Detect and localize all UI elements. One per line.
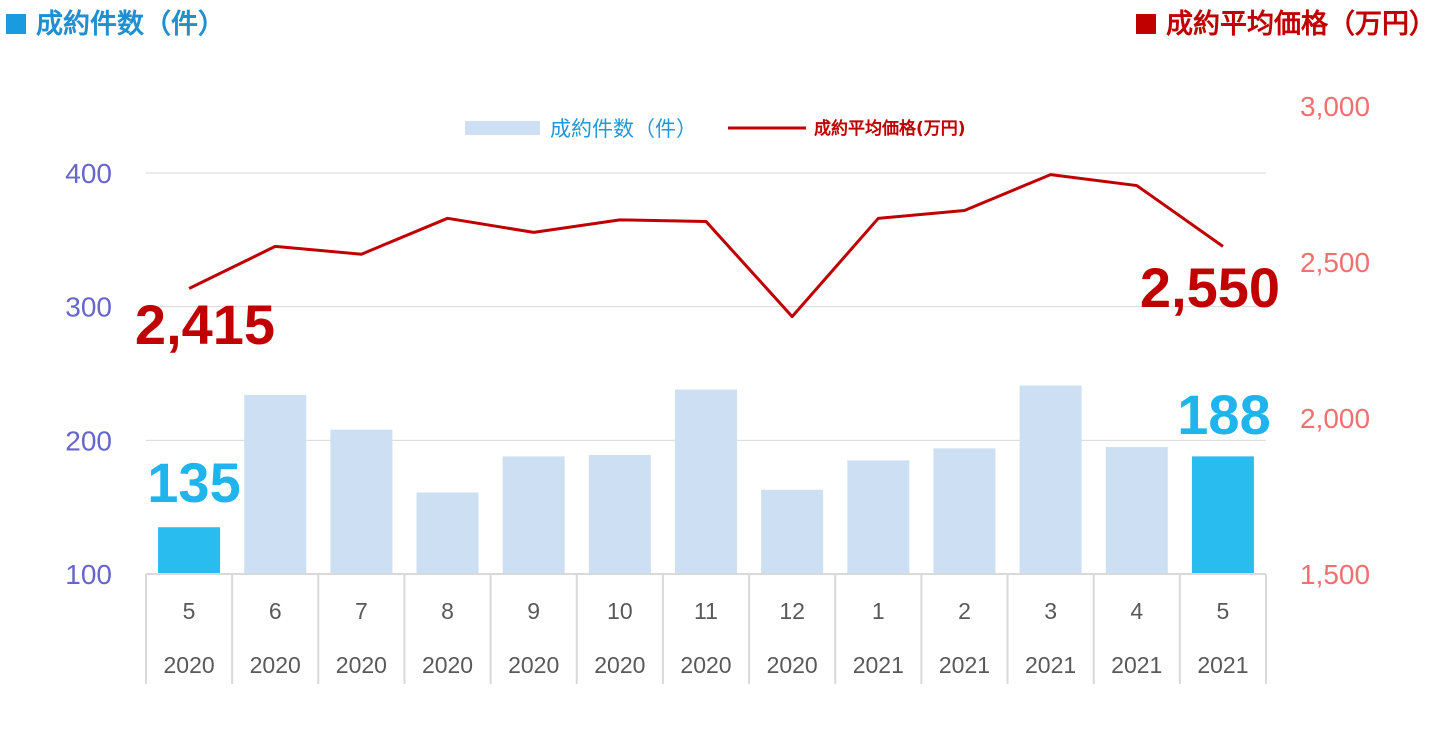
bar-10: [1020, 386, 1082, 574]
month-label-10: 3: [1044, 598, 1057, 624]
left-tick-200: 200: [65, 425, 112, 456]
bar-8: [847, 460, 909, 574]
year-label-8: 2021: [853, 652, 904, 678]
month-label-2: 7: [355, 598, 368, 624]
year-label-10: 2021: [1025, 652, 1076, 678]
right-tick-0: 1,500: [1300, 559, 1370, 590]
bar-series: [158, 386, 1254, 574]
category-table: 5202062020720208202092020102020112020122…: [146, 574, 1266, 684]
bar-7: [761, 490, 823, 574]
legend-line-label: 成約平均価格(万円): [814, 118, 966, 139]
year-label-9: 2021: [939, 652, 990, 678]
month-label-0: 5: [183, 598, 196, 624]
month-label-6: 11: [694, 598, 718, 624]
bar-11: [1106, 447, 1168, 574]
month-label-8: 1: [872, 598, 885, 624]
legend-bar-swatch: [465, 121, 540, 135]
year-label-11: 2021: [1111, 652, 1162, 678]
bar-2: [330, 430, 392, 574]
month-label-12: 5: [1217, 598, 1230, 624]
legend: 成約件数（件） 成約平均価格(万円): [465, 117, 966, 141]
legend-bar-label: 成約件数（件）: [550, 117, 697, 141]
month-label-7: 12: [779, 598, 805, 624]
anno-line-first: 2,415: [135, 293, 275, 356]
year-label-7: 2020: [767, 652, 818, 678]
bar-12: [1192, 456, 1254, 574]
year-label-2: 2020: [336, 652, 387, 678]
year-label-3: 2020: [422, 652, 473, 678]
anno-bar-last: 188: [1177, 383, 1270, 446]
year-label-4: 2020: [508, 652, 559, 678]
bar-6: [675, 390, 737, 574]
year-label-6: 2020: [680, 652, 731, 678]
year-label-12: 2021: [1197, 652, 1248, 678]
line-series: [189, 175, 1223, 317]
bar-1: [244, 395, 306, 574]
month-label-3: 8: [441, 598, 454, 624]
bar-3: [417, 492, 479, 574]
left-tick-400: 400: [65, 158, 112, 189]
month-label-1: 6: [269, 598, 282, 624]
price-line: [189, 175, 1223, 317]
anno-line-last: 2,550: [1140, 256, 1280, 319]
year-label-0: 2020: [163, 652, 214, 678]
bar-9: [933, 448, 995, 574]
month-label-9: 2: [958, 598, 971, 624]
right-tick-3: 3,000: [1300, 91, 1370, 122]
right-tick-2: 2,500: [1300, 247, 1370, 278]
right-axis-ticks: 1,500 2,000 2,500 3,000: [1300, 91, 1370, 590]
left-axis-ticks: 100 200 300 400: [65, 158, 112, 590]
left-tick-300: 300: [65, 292, 112, 323]
left-tick-100: 100: [65, 559, 112, 590]
right-tick-1: 2,000: [1300, 403, 1370, 434]
year-label-5: 2020: [594, 652, 645, 678]
year-label-1: 2020: [250, 652, 301, 678]
month-label-11: 4: [1130, 598, 1143, 624]
month-label-4: 9: [527, 598, 540, 624]
bar-4: [503, 456, 565, 574]
bar-0: [158, 527, 220, 574]
bar-5: [589, 455, 651, 574]
anno-bar-first: 135: [147, 451, 240, 514]
month-label-5: 10: [607, 598, 633, 624]
